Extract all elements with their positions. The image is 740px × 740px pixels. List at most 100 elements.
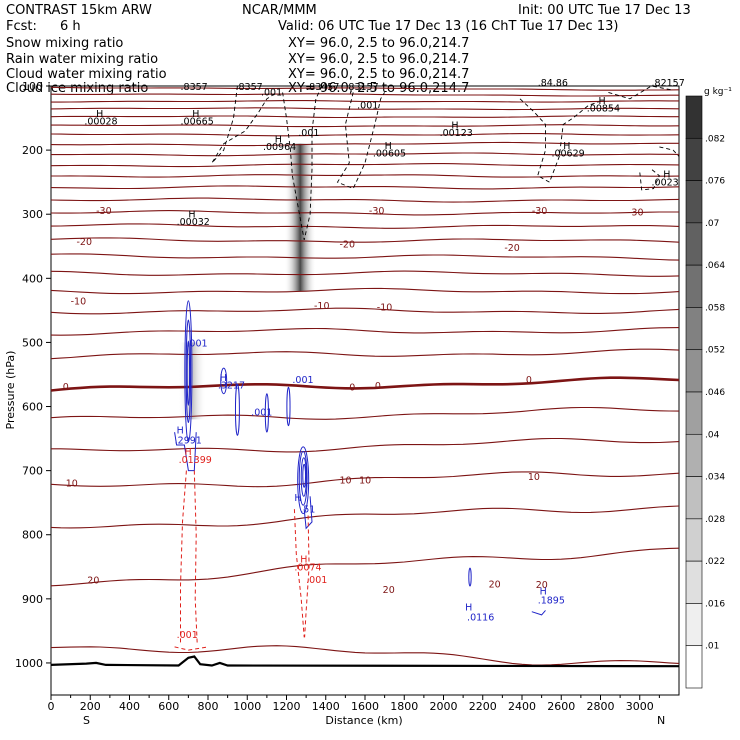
colorbar-label: .046 [705,388,725,398]
snow-max-label: .00028 [84,116,117,127]
x-tick-label: 2400 [508,700,536,713]
snow-contour-4 [608,85,672,100]
center-label: NCAR/MMM [242,3,317,18]
field-cloudwater-name: Cloud water mixing ratio [6,67,167,82]
cloud-water-line-1 [303,496,313,530]
x-tick-label: 2800 [587,700,615,713]
rain-max-marker: H [184,447,191,458]
colorbar-cell [685,180,703,224]
field-rain-name: Rain water mixing ratio [6,52,158,67]
cloud-ice-label: .84.86 [538,78,568,89]
colorbar-cell [685,645,703,689]
direction-north: N [657,714,665,727]
temperature-label: 0 [63,382,69,393]
field-snow-name: Snow mixing ratio [6,36,123,51]
y-tick-label: 200 [22,144,43,157]
colorbar-cell [685,603,703,647]
cloud-ice-label: .83457 [306,82,339,93]
isotherm-3 [50,107,680,111]
x-tick-label: 1000 [233,700,261,713]
rain-water-label: .001 [306,575,327,586]
snow-max-marker: H [385,141,392,152]
temperature-label: -20 [504,243,520,254]
cloud-water-contour-1 [185,319,192,424]
field-snow-xy: XY= 96.0, 2.5 to 96.0,214.7 [288,36,469,51]
cloud-water-contour-5 [300,457,307,497]
isotherm-24 [51,437,680,453]
cloud-water-label: .1895 [538,595,565,606]
terrain-path [50,655,680,668]
x-tick-label: 1800 [390,700,418,713]
y-tick-label: 900 [22,593,43,606]
y-tick-label: 100 [22,80,43,93]
temperature-label: -30 [628,207,644,218]
colorbar-cell [685,137,703,181]
cloud-water-line-0 [174,432,197,472]
y-axis-title: Pressure (hPa) [4,351,17,430]
isotherm-2 [51,100,679,103]
snow-contours [211,85,680,241]
colorbar-cell [685,95,703,139]
colorbar-label: .01 [705,642,719,652]
isotherm-8 [51,152,680,157]
colorbar-label: .016 [705,599,725,609]
colorbar-cell [685,518,703,562]
axes: 0 200 400 600 800 1000 1200 1400 1600 1800 2000 220… [15,80,660,713]
isotherm-22 [50,376,680,392]
rain-max-marker: H [300,554,307,565]
x-tick-label: 2000 [430,700,458,713]
cloud-water-label: .3217 [218,381,245,392]
snow-max-marker: H [188,209,195,220]
colorbar-label: .028 [705,515,725,525]
contour-labels: -30 -30 -30 -30 -20 -20 -20 -10 -10 -10 0 0 0 0 10 10 10… [63,78,685,641]
isotherm-11 [50,185,680,190]
temperature-label: 10 [66,479,78,490]
chart-title: CONTRAST 15km ARW [6,3,152,18]
y-tick-label: 800 [22,529,43,542]
cloud-water-max-marker: H [177,425,184,436]
colorbar-unit: g kg⁻¹ [704,87,732,97]
temperature-label: -30 [532,206,548,217]
cloud-water-line-2 [531,610,546,616]
colorbar: .082 .076 .07 .064 .058 .052 .046 .04 .034 .028 .0… [685,95,725,689]
colorbar-label: .076 [705,177,725,187]
x-tick-label: 600 [158,700,179,713]
temperature-label: 20 [489,579,501,590]
field-cloudwater-xy: XY= 96.0, 2.5 to 96.0,214.7 [288,67,469,82]
colorbar-cell [685,433,703,477]
temperature-label: -30 [96,206,112,217]
cloud-water-label: .001 [251,408,272,419]
temperature-label: -20 [77,237,93,248]
y-tick-label: 600 [22,401,43,414]
snow-max-marker: H [96,109,103,120]
cloud-water-label: .2991 [175,436,202,447]
cloud-water-contour-7 [468,567,472,587]
rain-contour-2 [293,509,305,638]
isotherm-20 [50,327,680,336]
x-tick-label: 1400 [312,700,340,713]
isotherm-12 [50,197,680,203]
cloud-ice-label: .8357 [181,82,208,93]
isotherm-23 [50,406,680,420]
rain-water-contours [174,470,310,651]
isotherm-28 [50,645,680,666]
colorbar-label: .082 [705,134,725,144]
snow-contour-3 [519,98,599,183]
rain-contour-4 [174,646,209,651]
snow-max-label: .00605 [373,149,406,160]
cloud-water-contour-4 [298,450,308,506]
snow-contour-5 [639,168,660,191]
x-tick-label: 1200 [273,700,301,713]
isotherm-27 [50,547,680,587]
x-axis-title: Distance (km) [325,714,402,727]
snow-max-marker: H [275,134,282,145]
snow-max-label: .0023 [652,177,679,188]
colorbar-cell [685,391,703,435]
cloud-ice-label: .8357 [235,82,262,93]
cloud-water-contour-11 [220,367,228,395]
y-tick-label: 300 [22,208,43,221]
cloud-water-label: .001 [292,375,313,386]
rain-contour-0 [180,470,187,644]
fcst-value: 6 h [60,19,81,34]
snow-max-label: .00854 [587,104,620,115]
